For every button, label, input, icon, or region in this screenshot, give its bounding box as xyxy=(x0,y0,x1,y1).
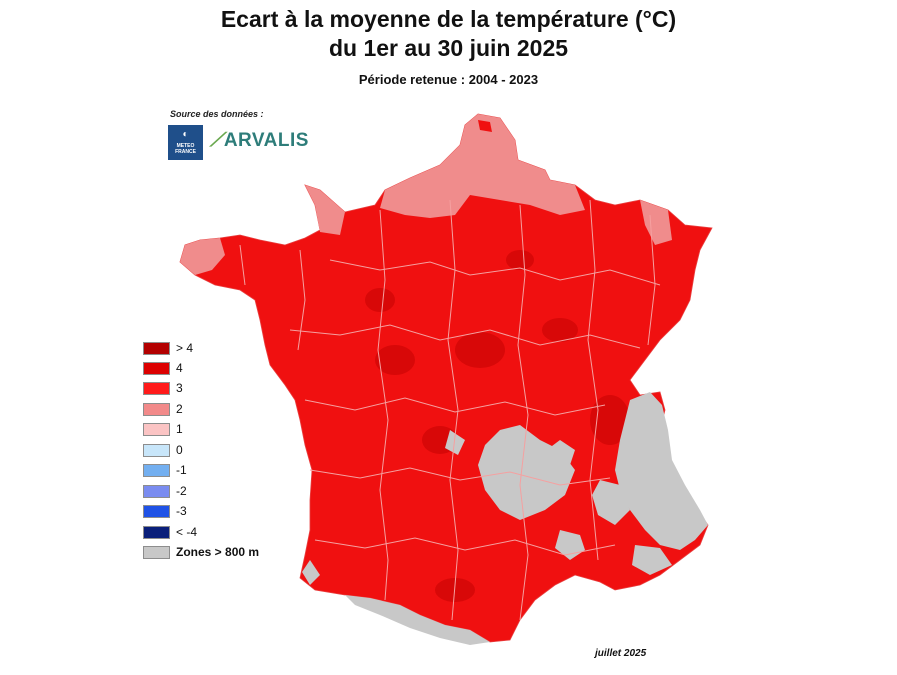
legend-label: -1 xyxy=(176,463,187,477)
legend-label: 1 xyxy=(176,422,183,436)
legend-label: 2 xyxy=(176,402,183,416)
legend-label: > 4 xyxy=(176,341,194,355)
legend-swatch xyxy=(143,362,170,375)
legend-label: -2 xyxy=(176,484,187,498)
meteo-france-emblem-icon: ◐ xyxy=(182,129,189,140)
alsace-zone xyxy=(640,200,672,245)
arvalis-swoosh-icon: ⟋ xyxy=(210,130,224,151)
legend-label: 0 xyxy=(176,443,183,457)
legend-swatch xyxy=(143,342,170,355)
legend-swatch xyxy=(143,444,170,457)
brittany-west-zone xyxy=(180,238,225,275)
data-source-label: Source des données : xyxy=(170,109,264,119)
department-borders xyxy=(239,199,661,621)
lille-patch xyxy=(478,120,492,132)
meteo-france-logo: ◐ METEO FRANCE xyxy=(168,125,203,160)
legend-swatch xyxy=(143,546,170,559)
legend-swatch xyxy=(143,485,170,498)
mountain-zones xyxy=(302,392,708,645)
legend-label: 4 xyxy=(176,361,183,375)
cotentin-zone xyxy=(305,185,345,235)
legend-label: 3 xyxy=(176,381,183,395)
north-zone xyxy=(380,114,585,218)
warm-patches xyxy=(365,250,630,602)
arvalis-logo: ⟋ARVALIS xyxy=(210,130,309,151)
legend-swatch xyxy=(143,403,170,416)
legend-label: < -4 xyxy=(176,525,198,539)
legend-swatch xyxy=(143,382,170,395)
legend-swatch xyxy=(143,526,170,539)
legend-swatch xyxy=(143,464,170,477)
reference-period: Période retenue : 2004 - 2023 xyxy=(358,72,539,87)
legend-swatch xyxy=(143,423,170,436)
legend-label: -3 xyxy=(176,504,187,518)
map-subtitle: du 1er au 30 juin 2025 xyxy=(328,35,569,61)
legend-swatch xyxy=(143,505,170,518)
legend-label: Zones > 800 m xyxy=(176,545,260,559)
map-title: Ecart à la moyenne de la température (°C… xyxy=(220,6,677,32)
publication-date: juillet 2025 xyxy=(595,648,647,659)
